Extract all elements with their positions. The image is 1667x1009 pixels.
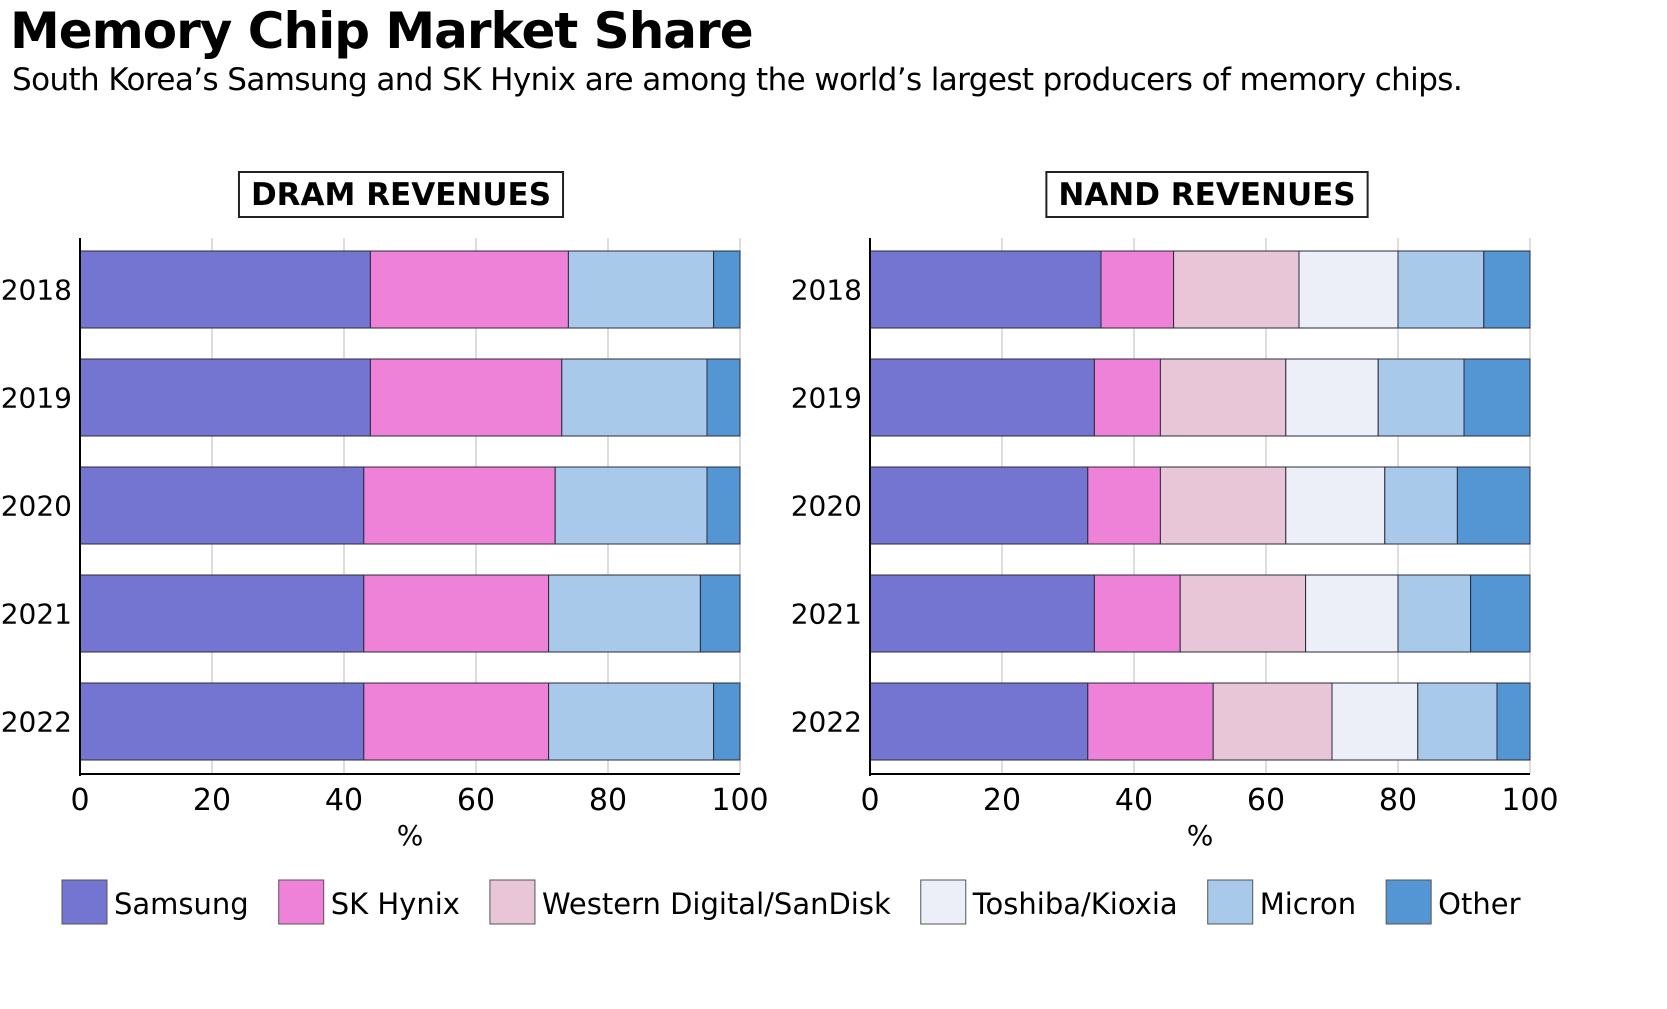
bar-segment	[699, 574, 741, 653]
bar-segment	[1285, 358, 1379, 437]
x-tick-label: 40	[1115, 783, 1153, 818]
bar-segment	[363, 574, 550, 653]
bar-segment	[1417, 682, 1498, 761]
bar-segment	[1377, 358, 1465, 437]
bar-segment	[567, 250, 715, 329]
bar-segment	[706, 466, 741, 545]
y-tick-label: 2022	[1, 706, 72, 739]
x-axis-label: %	[397, 819, 424, 852]
bar-segment	[1173, 250, 1300, 329]
panel-title: NAND REVENUES	[1058, 177, 1355, 213]
x-tick-label: 0	[70, 783, 89, 818]
legend-label: Toshiba/Kioxia	[972, 887, 1178, 921]
bar-segment	[369, 250, 569, 329]
bar-segment	[1456, 466, 1531, 545]
legend-swatch	[489, 879, 536, 925]
bar-segment	[1212, 682, 1333, 761]
legend-label: Other	[1438, 887, 1520, 921]
bar-segment	[1087, 682, 1214, 761]
y-tick-label: 2018	[791, 274, 862, 307]
legend-label: Western Digital/SanDisk	[542, 887, 891, 921]
y-tick-label: 2021	[1, 598, 72, 631]
y-tick-label: 2019	[1, 382, 72, 415]
bar-segment	[1100, 250, 1175, 329]
legend-swatch	[920, 879, 967, 925]
y-tick-label: 2018	[1, 274, 72, 307]
bar-segment	[1179, 574, 1307, 653]
bar-segment	[1305, 574, 1399, 653]
bar-segment	[869, 358, 1095, 437]
bar-segment	[1483, 250, 1531, 329]
x-axis-label: %	[1187, 819, 1214, 852]
legend-label: Micron	[1260, 887, 1356, 921]
x-tick-label: 100	[711, 783, 768, 818]
y-tick-label: 2020	[1, 490, 72, 523]
panel-title-box	[237, 171, 565, 218]
bar-segment	[1384, 466, 1458, 545]
bar-segment	[369, 358, 563, 437]
bar-segment	[548, 682, 715, 761]
bar-segment	[1397, 574, 1472, 653]
bar-segment	[1331, 682, 1419, 761]
bar-segment	[561, 358, 708, 437]
bar-segment	[79, 466, 365, 545]
legend-label: Samsung	[114, 887, 249, 921]
bar-segment	[1496, 682, 1531, 761]
bar-segment	[1285, 466, 1386, 545]
bar-segment	[79, 250, 371, 329]
panel-title: DRAM REVENUES	[251, 177, 551, 213]
y-tick-label: 2020	[791, 490, 862, 523]
legend-swatch	[61, 879, 108, 925]
x-tick-label: 100	[1501, 783, 1558, 818]
bar-segment	[1397, 250, 1485, 329]
y-tick-label: 2022	[791, 706, 862, 739]
bar-segment	[363, 466, 556, 545]
x-tick-label: 40	[325, 783, 363, 818]
bar-segment	[869, 250, 1102, 329]
chart-title: Memory Chip Market Share	[10, 2, 754, 60]
bar-segment	[363, 682, 550, 761]
bar-segment	[1087, 466, 1161, 545]
bar-segment	[79, 682, 365, 761]
bar-segment	[1470, 574, 1531, 653]
bar-segment	[869, 466, 1089, 545]
bar-segment	[554, 466, 708, 545]
bar-segment	[713, 682, 741, 761]
bar-segment	[79, 358, 371, 437]
legend-label: SK Hynix	[331, 887, 460, 921]
x-tick-label: 60	[1247, 783, 1285, 818]
legend-swatch	[1385, 879, 1432, 925]
bar-segment	[1093, 358, 1161, 437]
x-tick-label: 60	[457, 783, 495, 818]
bar-segment	[79, 574, 365, 653]
bar-segment	[1093, 574, 1181, 653]
bar-segment	[548, 574, 701, 653]
x-tick-label: 0	[860, 783, 879, 818]
bar-segment	[869, 682, 1089, 761]
bar-segment	[869, 574, 1095, 653]
chart-subtitle: South Korea’s Samsung and SK Hynix are a…	[12, 62, 1463, 98]
y-tick-label: 2019	[791, 382, 862, 415]
panel-title-box	[1045, 171, 1369, 218]
x-tick-label: 80	[1379, 783, 1417, 818]
bar-segment	[1463, 358, 1531, 437]
bar-segment	[1159, 358, 1287, 437]
bar-segment	[1159, 466, 1287, 545]
bar-segment	[713, 250, 741, 329]
x-tick-label: 20	[983, 783, 1021, 818]
bar-segment	[1298, 250, 1399, 329]
x-tick-label: 20	[193, 783, 231, 818]
x-tick-label: 80	[589, 783, 627, 818]
bar-segment	[706, 358, 741, 437]
legend-swatch	[278, 879, 325, 925]
y-tick-label: 2021	[791, 598, 862, 631]
legend-swatch	[1207, 879, 1254, 925]
